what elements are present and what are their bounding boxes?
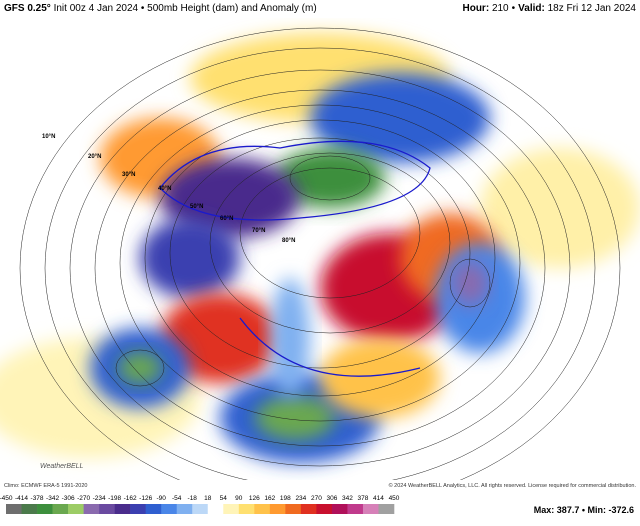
reference-contour <box>159 140 431 377</box>
colorbar-swatch <box>99 504 115 514</box>
colorbar-swatch <box>37 504 53 514</box>
header-right: Hour: 210 • Valid: 18z Fri 12 Jan 2024 <box>462 0 636 18</box>
latitude-labels: 10°N 20°N 30°N 40°N 50°N 60°N 70°N 80°N <box>42 134 295 244</box>
anomaly-blob <box>270 278 310 398</box>
valid-label: Valid: <box>518 3 545 14</box>
colorbar-label: 306 <box>326 495 337 502</box>
anomaly-blob <box>320 338 440 418</box>
colorbar-label: -198 <box>108 495 121 502</box>
colorbar-swatch <box>254 504 271 514</box>
copyright: © 2024 WeatherBELL Analytics, LLC. All r… <box>388 483 636 489</box>
colorbar-swatch <box>223 504 240 514</box>
colorbar-label: 342 <box>342 495 353 502</box>
colorbar-label: 90 <box>235 495 243 502</box>
colorbar-swatch <box>192 504 209 514</box>
colorbar-label: -18 <box>188 495 198 502</box>
colorbar-swatch <box>238 504 255 514</box>
anomaly-blob <box>118 352 162 384</box>
colorbar-swatch <box>161 504 178 514</box>
colorbar-swatch <box>285 504 302 514</box>
description: Init 00z 4 Jan 2024 • 500mb Height (dam)… <box>53 3 317 14</box>
colorbar-swatch <box>316 504 333 514</box>
colorbar-label: 270 <box>311 495 322 502</box>
colorbar-label: -414 <box>15 495 28 502</box>
valid: 18z Fri 12 Jan 2024 <box>547 3 636 14</box>
colorbar-label: -342 <box>46 495 59 502</box>
colorbar-label: -54 <box>172 495 182 502</box>
hour: 210 <box>491 3 509 14</box>
latitude-label: 50°N <box>190 204 203 210</box>
colorbar-label: 198 <box>280 495 291 502</box>
colorbar-label: 414 <box>373 495 384 502</box>
colorbar-swatch <box>269 504 286 514</box>
colorbar-swatch <box>130 504 146 514</box>
colorbar: -450 -414 -378 -342 -306 -270 -234 -198 -162 -126… <box>0 495 400 514</box>
anomaly-blob <box>255 396 335 440</box>
anomaly-blob <box>275 148 385 208</box>
colorbar-label: -126 <box>139 495 152 502</box>
anomaly-field <box>0 33 640 463</box>
climo: Climo: ECMWF ERA-5 1991-2020 <box>4 483 88 489</box>
latitude-label: 30°N <box>122 172 135 178</box>
colorbar-swatch <box>6 504 22 514</box>
colorbar-swatch <box>176 504 193 514</box>
colorbar-swatch <box>347 504 364 514</box>
latitude-label: 60°N <box>220 216 233 222</box>
colorbar-label: -450 <box>0 495 13 502</box>
colorbar-label: 162 <box>264 495 275 502</box>
footer: Climo: ECMWF ERA-5 1991-2020 © 2024 Weat… <box>0 481 640 491</box>
hour-label: Hour: <box>462 3 490 14</box>
colorbar-label: -234 <box>93 495 106 502</box>
colorbar-swatch <box>300 504 317 514</box>
colorbar-swatch <box>68 504 84 514</box>
colorbar-label: -90 <box>156 495 166 502</box>
anomaly-blob <box>140 218 240 298</box>
header: GFS 0.25° Init 00z 4 Jan 2024 • 500mb He… <box>0 0 640 18</box>
colorbar-swatch <box>331 504 348 514</box>
height-contours <box>19 27 621 480</box>
header-left: GFS 0.25° Init 00z 4 Jan 2024 • 500mb He… <box>4 0 317 18</box>
latitude-label: 70°N <box>252 228 265 234</box>
stats: Max: 387.7 • Min: -372.6 <box>533 505 634 515</box>
colorbar-label: 450 <box>389 495 400 502</box>
latitude-label: 40°N <box>158 186 171 192</box>
latitude-label: 80°N <box>282 238 295 244</box>
separator: • <box>511 3 516 14</box>
colorbar-label: -162 <box>124 495 137 502</box>
colorbar-label: 54 <box>220 495 228 502</box>
colorbar-label: -306 <box>62 495 75 502</box>
anomaly-blob <box>480 148 640 268</box>
colorbar-label: 378 <box>358 495 369 502</box>
colorbar-label: -378 <box>31 495 44 502</box>
anomaly-blob <box>160 293 280 383</box>
map: 10°N 20°N 30°N 40°N 50°N 60°N 70°N 80°N Weather… <box>0 27 640 480</box>
colorbar-swatch <box>83 504 100 514</box>
logo: WeatherBELL <box>40 463 84 470</box>
colorbar-swatch <box>52 504 69 514</box>
colorbar-swatch <box>21 504 38 514</box>
model: GFS 0.25° <box>4 3 51 14</box>
colorbar-label: -270 <box>77 495 90 502</box>
latitude-label: 20°N <box>88 154 101 160</box>
colorbar-swatch <box>362 504 379 514</box>
colorbar-label: 126 <box>249 495 260 502</box>
colorbar-swatch <box>114 504 131 514</box>
anomaly-blob <box>452 261 488 305</box>
latitude-label: 10°N <box>42 134 55 140</box>
colorbar-label: 18 <box>204 495 212 502</box>
colorbar-swatch <box>378 504 395 514</box>
anomaly-blob <box>160 158 300 238</box>
colorbar-swatch <box>207 504 224 514</box>
colorbar-label: 234 <box>295 495 306 502</box>
colorbar-swatch <box>145 504 162 514</box>
